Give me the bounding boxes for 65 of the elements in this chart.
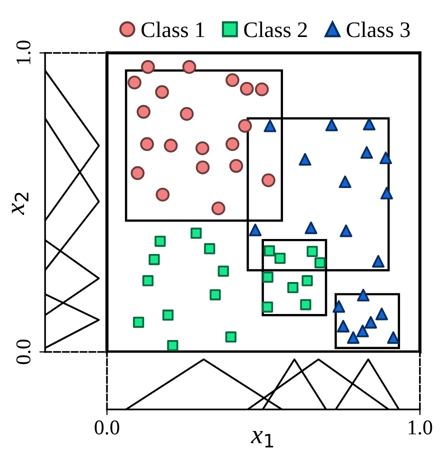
point xyxy=(211,201,226,216)
point xyxy=(142,275,154,286)
point xyxy=(240,82,254,96)
point xyxy=(356,288,370,302)
point xyxy=(262,173,276,188)
point xyxy=(340,224,352,238)
point xyxy=(229,159,244,173)
point xyxy=(128,76,142,90)
point xyxy=(380,186,394,200)
point xyxy=(254,82,269,96)
point xyxy=(262,272,274,283)
point xyxy=(336,320,350,332)
point xyxy=(262,301,274,313)
point xyxy=(210,289,221,300)
legend-label: Class 1 xyxy=(142,22,204,38)
point xyxy=(287,282,298,294)
point xyxy=(332,300,346,313)
point xyxy=(167,340,178,352)
point xyxy=(304,222,318,234)
legend-label: Class 3 xyxy=(346,22,410,38)
x-axis-title: x$_{1}$ xyxy=(250,430,274,448)
point xyxy=(238,118,252,133)
point xyxy=(346,331,360,344)
point xyxy=(180,106,194,121)
point xyxy=(133,316,144,328)
point xyxy=(136,104,150,119)
point xyxy=(372,255,385,268)
point xyxy=(375,308,388,320)
point xyxy=(360,146,373,159)
point xyxy=(338,175,352,188)
point xyxy=(364,316,378,329)
point xyxy=(300,299,312,310)
point xyxy=(162,310,174,321)
point xyxy=(225,331,236,343)
point xyxy=(195,141,210,156)
point xyxy=(226,73,240,88)
point xyxy=(190,228,202,239)
point xyxy=(155,85,169,99)
point xyxy=(264,120,276,132)
point xyxy=(298,153,312,166)
point xyxy=(218,266,229,277)
point xyxy=(362,118,376,130)
point xyxy=(302,275,313,286)
point xyxy=(387,331,400,344)
point xyxy=(325,118,338,132)
point xyxy=(356,324,369,338)
point xyxy=(182,60,196,74)
point xyxy=(156,188,170,202)
point xyxy=(154,236,166,247)
point xyxy=(148,254,160,266)
point xyxy=(141,60,155,74)
point xyxy=(196,160,210,174)
point xyxy=(264,245,275,256)
point xyxy=(274,252,286,264)
point xyxy=(306,246,318,257)
point xyxy=(314,257,326,268)
point xyxy=(164,138,178,153)
point xyxy=(204,243,216,254)
point xyxy=(249,224,262,236)
point xyxy=(130,166,145,180)
point xyxy=(380,152,392,164)
legend-label: Class 2 xyxy=(244,22,307,38)
point xyxy=(226,137,240,152)
y-axis-title: x$_{2}$ xyxy=(12,192,28,215)
point xyxy=(140,137,154,152)
